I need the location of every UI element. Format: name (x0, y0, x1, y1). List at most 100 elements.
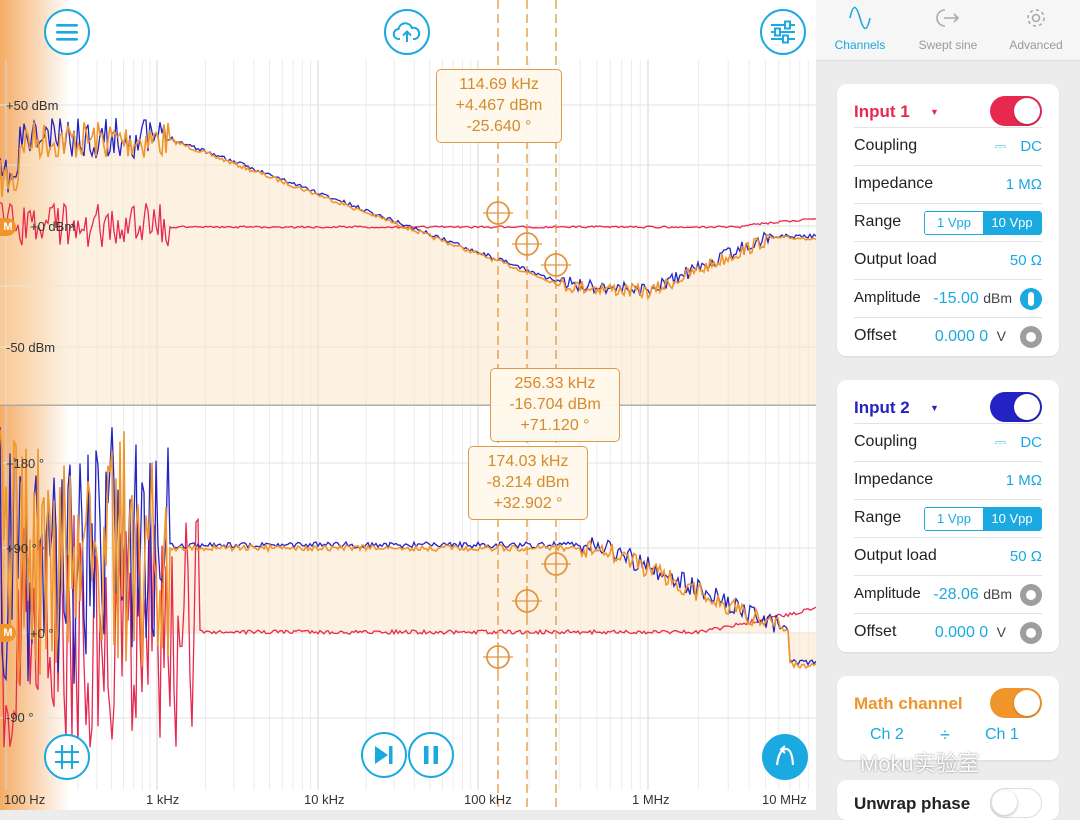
input1-amplitude-knob-icon[interactable] (1020, 288, 1042, 310)
menu-button[interactable] (44, 9, 90, 55)
ch1-magnitude-trace (0, 201, 816, 248)
input2-chevron-down-icon[interactable]: ▼ (930, 403, 939, 413)
cursor-crosshair (541, 549, 571, 579)
input2-amplitude-knob-icon[interactable] (1020, 584, 1042, 606)
bode-plot-svg[interactable] (0, 0, 816, 810)
unwrap-title[interactable]: Unwrap phase (854, 794, 971, 813)
cursor-readout-2[interactable]: 256.33 kHz -16.704 dBm +71.120 ° (490, 368, 620, 442)
cursor-3-phase: +32.902 ° (493, 495, 563, 512)
input1-range-1vpp[interactable]: 1 Vpp (925, 212, 983, 234)
cursor-2-phase: +71.120 ° (520, 417, 590, 434)
math-magnitude-trace (0, 122, 816, 301)
input2-impedance-value[interactable]: 1 MΩ (1005, 472, 1042, 489)
cursor-readout-1[interactable]: 114.69 kHz +4.467 dBm -25.640 ° (436, 69, 562, 143)
swept-sine-icon (936, 9, 960, 27)
step-button[interactable] (361, 732, 407, 778)
upload-button[interactable] (384, 9, 430, 55)
cursor-1-frequency: 114.69 kHz (459, 76, 539, 93)
tab-advanced[interactable]: Advanced (992, 0, 1080, 60)
input1-coupling-value[interactable]: DC (1020, 138, 1042, 155)
pause-icon (424, 746, 438, 764)
input2-offset-unit: V (996, 624, 1006, 640)
input2-output-load-row[interactable]: Output load 50 Ω (854, 537, 1042, 576)
input1-range-10vpp[interactable]: 10 Vpp (983, 212, 1041, 234)
input1-chevron-down-icon[interactable]: ▼ (930, 107, 939, 117)
phase-label-90: +90 ° (6, 541, 37, 556)
cursor-2-frequency: 256.33 kHz (514, 375, 596, 392)
math-marker-phase[interactable]: M (0, 624, 16, 642)
side-panel: Channels Swept sine Advanced Input 1 ▼ C… (816, 0, 1080, 820)
input1-amplitude-value[interactable]: -15.00 (933, 290, 979, 307)
tab-swept-sine-label: Swept sine (918, 38, 978, 52)
cursor-1-phase: -25.640 ° (466, 118, 532, 135)
dc-symbol-icon: ⎓ (994, 138, 1007, 155)
input1-output-load-row[interactable]: Output load 50 Ω (854, 241, 1042, 280)
math-operand-b[interactable]: Ch 1 (985, 726, 1019, 743)
input2-title[interactable]: Input 2 (854, 398, 910, 417)
input2-amplitude-label: Amplitude (854, 585, 921, 602)
autoscale-icon (775, 745, 795, 766)
input2-output-load-value[interactable]: 50 Ω (1009, 548, 1042, 565)
input1-offset-label: Offset (854, 327, 897, 344)
math-operator[interactable]: ÷ (940, 725, 950, 745)
cursor-3-magnitude: -8.214 dBm (486, 474, 570, 491)
cursor-crosshair (483, 642, 513, 672)
input2-range-row: Range 1 Vpp 10 Vpp (854, 499, 1042, 538)
pause-button[interactable] (408, 732, 454, 778)
input1-output-load-label: Output load (854, 251, 937, 268)
gear-icon (1027, 9, 1045, 27)
math-operand-a[interactable]: Ch 2 (870, 726, 904, 743)
tab-advanced-label: Advanced (1009, 38, 1063, 52)
unwrap-toggle[interactable] (990, 788, 1042, 818)
input1-amplitude-label: Amplitude (854, 289, 921, 306)
tab-swept-sine[interactable]: Swept sine (904, 0, 992, 60)
cursor-1-magnitude: +4.467 dBm (455, 97, 543, 114)
plot-area[interactable]: +50 dBm +0 dBm -50 dBm +180 ° +90 ° +0 °… (0, 0, 816, 810)
cursor-crosshair (541, 250, 571, 280)
autoscale-button[interactable] (762, 734, 808, 780)
input1-range-selector[interactable]: 1 Vpp 10 Vpp (924, 211, 1042, 235)
input1-amplitude-row[interactable]: Amplitude -15.00 dBm (854, 279, 1042, 318)
input2-range-10vpp[interactable]: 10 Vpp (983, 508, 1041, 530)
input1-output-load-value[interactable]: 50 Ω (1009, 252, 1042, 269)
ch2-magnitude-trace (0, 118, 816, 297)
cursor-crosshair (483, 198, 513, 228)
phase-label-0: +0 ° (30, 626, 54, 641)
input2-offset-row[interactable]: Offset 0.000 0 V (854, 613, 1042, 652)
input1-impedance-row[interactable]: Impedance 1 MΩ (854, 165, 1042, 204)
cursor-readout-3[interactable]: 174.03 kHz -8.214 dBm +32.902 ° (468, 446, 588, 520)
input1-toggle[interactable] (990, 96, 1042, 126)
math-toggle[interactable] (990, 688, 1042, 718)
input1-title[interactable]: Input 1 (854, 102, 910, 121)
math-marker-magnitude[interactable]: M (0, 218, 16, 236)
input2-toggle[interactable] (990, 392, 1042, 422)
input2-impedance-label: Impedance (854, 471, 934, 488)
x-label-10khz: 10 kHz (304, 792, 345, 807)
input1-offset-knob-icon[interactable] (1020, 326, 1042, 348)
input2-offset-label: Offset (854, 623, 897, 640)
x-label-100khz: 100 kHz (464, 792, 512, 807)
input2-amplitude-row[interactable]: Amplitude -28.06 dBm (854, 575, 1042, 614)
mag-label-zero: +0 dBm (30, 219, 76, 234)
input2-impedance-row[interactable]: Impedance 1 MΩ (854, 461, 1042, 500)
grid-button[interactable] (44, 734, 90, 780)
phase-fill (160, 548, 816, 665)
input1-offset-unit: V (996, 328, 1006, 344)
input2-offset-knob-icon[interactable] (1020, 622, 1042, 644)
input1-offset-value[interactable]: 0.000 0 (934, 328, 989, 345)
input2-amplitude-value[interactable]: -28.06 (933, 586, 979, 603)
input1-offset-row[interactable]: Offset 0.000 0 V (854, 317, 1042, 356)
input2-output-load-label: Output load (854, 547, 937, 564)
input1-impedance-value[interactable]: 1 MΩ (1005, 176, 1042, 193)
tab-channels[interactable]: Channels (816, 0, 904, 60)
input1-range-row: Range 1 Vpp 10 Vpp (854, 203, 1042, 242)
input2-range-selector[interactable]: 1 Vpp 10 Vpp (924, 507, 1042, 531)
input2-coupling-value[interactable]: DC (1020, 434, 1042, 451)
math-title[interactable]: Math channel (854, 694, 963, 713)
settings-button[interactable] (760, 9, 806, 55)
cursor-crosshair (512, 586, 542, 616)
input2-offset-value[interactable]: 0.000 0 (934, 624, 989, 641)
input2-coupling-row[interactable]: Coupling ⎓ DC (854, 423, 1042, 462)
input1-coupling-row[interactable]: Coupling ⎓ DC (854, 127, 1042, 166)
input2-range-1vpp[interactable]: 1 Vpp (925, 508, 983, 530)
